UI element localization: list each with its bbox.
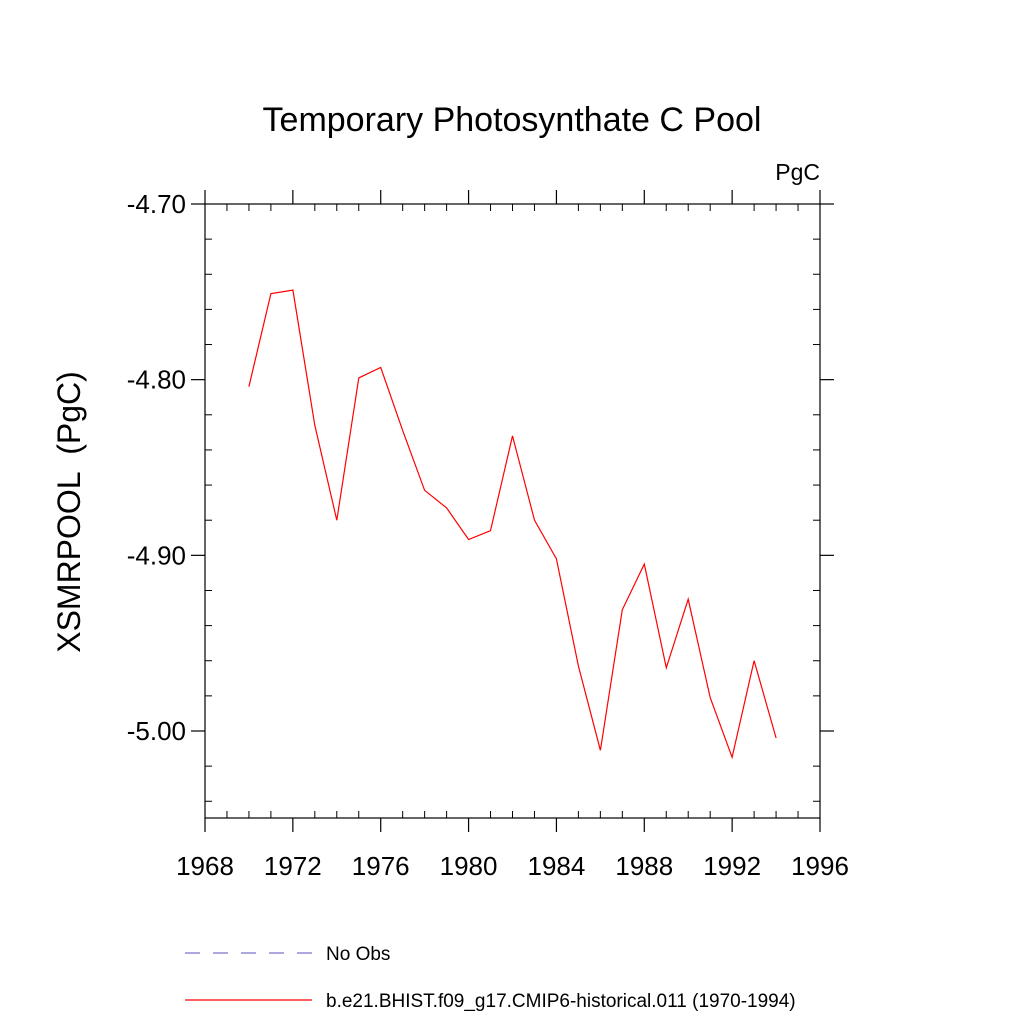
x-tick-label: 1980	[440, 851, 498, 881]
x-tick-label: 1992	[703, 851, 761, 881]
y-tick-label: -4.90	[127, 540, 186, 570]
x-tick-label: 1976	[352, 851, 410, 881]
x-tick-label: 1996	[791, 851, 849, 881]
series-line	[248, 289, 777, 760]
legend-label: b.e21.BHIST.f09_g17.CMIP6-historical.011…	[326, 991, 796, 1012]
y-tick-label: -4.80	[127, 365, 186, 395]
x-tick-label: 1988	[615, 851, 673, 881]
units-label: PgC	[775, 159, 820, 185]
plot-frame	[204, 203, 821, 819]
y-tick-label: -4.70	[127, 189, 186, 219]
y-tick-label: -5.00	[127, 716, 186, 746]
ticks-layer: 1968 1972 1976 1980 1984 1988 1992 1996 -4.70 -4.…	[127, 189, 849, 881]
legend: No Obs b.e21.BHIST.f09_g17.CMIP6-historic…	[185, 944, 796, 1012]
x-tick-label: 1968	[176, 851, 234, 881]
chart-title: Temporary Photosynthate C Pool	[263, 101, 762, 139]
x-tick-label: 1984	[528, 851, 586, 881]
x-tick-label: 1972	[264, 851, 322, 881]
y-axis-label: XSMRPOOL (PgC)	[51, 371, 87, 653]
series-layer	[248, 289, 777, 760]
legend-label: No Obs	[326, 944, 390, 965]
